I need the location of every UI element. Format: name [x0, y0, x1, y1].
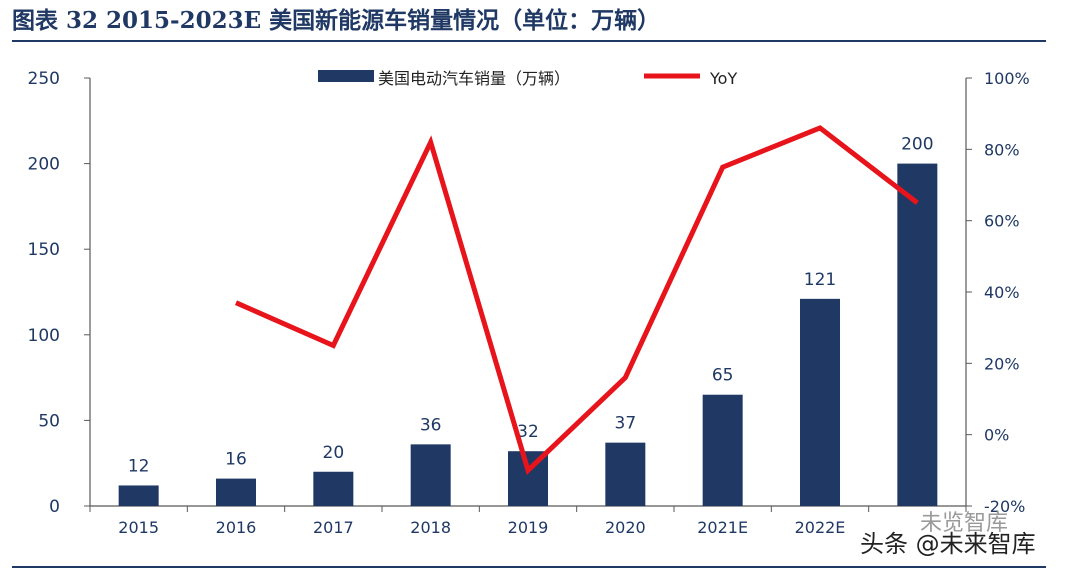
y-left-tick-label: 100 [28, 326, 60, 346]
y-left-tick-label: 0 [49, 497, 60, 517]
bar-data-label: 121 [804, 270, 836, 290]
y-left-tick-label: 50 [38, 411, 60, 431]
yoy-line [234, 125, 919, 475]
bar-data-label: 12 [128, 456, 150, 476]
figure-title: 图表 32 2015-2023E 美国新能源车销量情况（单位：万辆） [12, 7, 661, 34]
title-divider [12, 40, 1046, 42]
x-tick-label: 2020 [605, 518, 646, 537]
bar-data-label: 36 [420, 415, 442, 435]
y-right-tick-label: -20% [984, 497, 1025, 516]
watermark: 头条 @未来智库 [860, 530, 1036, 558]
bar [605, 442, 646, 506]
y-right-tick-label: 60% [984, 212, 1020, 231]
x-tick-label: 2022E [795, 518, 846, 537]
y-right-tick-label: 100% [984, 69, 1030, 88]
bar [897, 163, 938, 506]
bar-data-label: 65 [712, 366, 734, 386]
bar [800, 298, 840, 506]
bar [410, 444, 451, 506]
bottom-divider [12, 566, 1046, 568]
y-right-tick-label: 0% [984, 426, 1009, 445]
y-right-tick-label: 40% [984, 283, 1020, 302]
y-left-tick-label: 150 [28, 240, 60, 260]
x-tick-label: 2019 [508, 518, 549, 537]
bar-data-label: 200 [901, 135, 933, 155]
bar-data-label: 37 [615, 414, 637, 434]
y-left-tick-label: 250 [28, 69, 60, 89]
x-tick-label: 2018 [410, 518, 451, 537]
bar [118, 485, 159, 506]
bar [702, 394, 743, 506]
bar [313, 471, 354, 506]
legend-swatch-bar [318, 70, 374, 82]
bar [216, 478, 256, 506]
bar-data-label: 32 [517, 422, 539, 442]
x-tick-label: 2021E [697, 518, 748, 537]
x-tick-label: 2015 [118, 518, 159, 537]
bar-data-label: 16 [225, 450, 247, 470]
watermark-secondary: 未览智库 [920, 511, 1009, 536]
y-right-tick-label: 20% [984, 354, 1020, 373]
x-tick-label: 2016 [216, 518, 257, 537]
x-tick-label: 2017 [313, 518, 354, 537]
bar-data-label: 20 [323, 443, 345, 463]
legend-label-line: YoY [709, 69, 737, 88]
y-right-tick-label: 80% [984, 140, 1020, 159]
legend-label-bar: 美国电动汽车销量（万辆） [378, 69, 570, 88]
y-left-tick-label: 200 [28, 155, 60, 175]
